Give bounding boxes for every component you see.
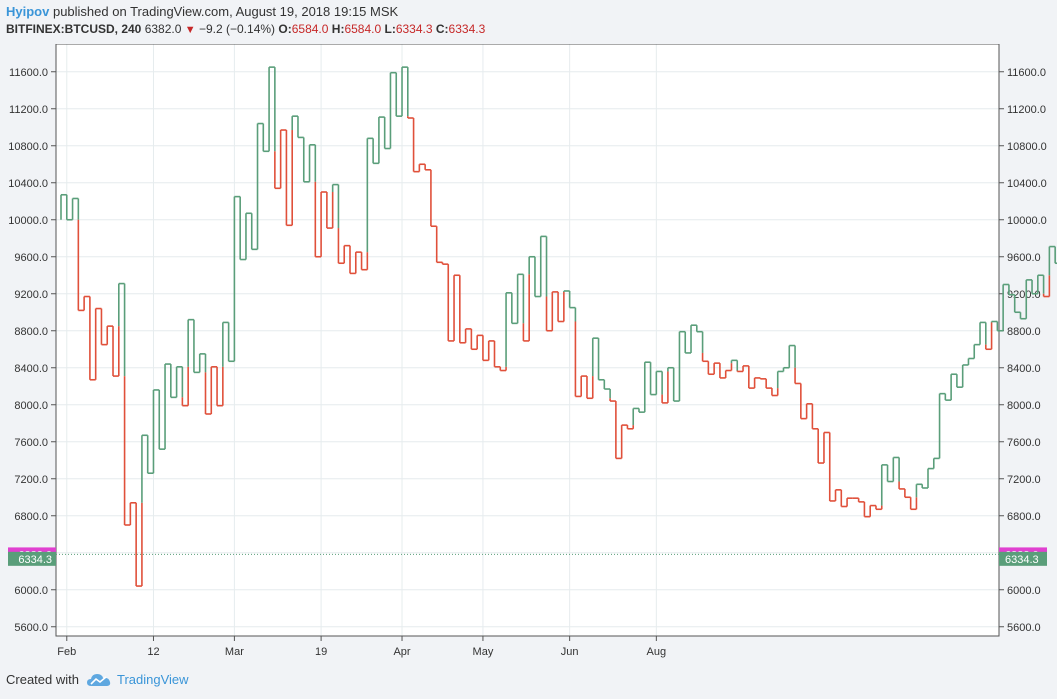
open-label: O: xyxy=(278,22,292,36)
last-price: 6382.0 xyxy=(144,22,182,36)
close-price-badge-left xyxy=(8,551,56,566)
x-tick-label: 19 xyxy=(315,646,327,658)
down-arrow-icon: ▼ xyxy=(184,24,196,36)
close-price-badge-label-right: 6334.3 xyxy=(1005,554,1039,566)
x-tick-label: Apr xyxy=(393,646,410,658)
y-tick-label-right: 10400.0 xyxy=(1007,178,1047,190)
y-tick-label-right: 9600.0 xyxy=(1007,252,1041,264)
close-price-badge-label-left: 6334.3 xyxy=(18,554,52,566)
publish-info: Hyipov published on TradingView.com, Aug… xyxy=(6,4,398,19)
y-tick-label-left: 10400.0 xyxy=(8,178,48,190)
kagi-chart[interactable]: 5600.05600.06000.06000.06400.06400.06800… xyxy=(0,44,1057,664)
y-tick-label-right: 8000.0 xyxy=(1007,400,1041,412)
published-text: published on TradingView.com, August 19,… xyxy=(52,4,399,19)
close-price-badge-right xyxy=(999,551,1047,566)
ohlc-legend: BITFINEX:BTCUSD, 240 6382.0 ▼ −9.2 (−0.1… xyxy=(6,22,485,36)
y-tick-label-right: 5600.0 xyxy=(1007,622,1041,634)
high-value: 6584.0 xyxy=(344,22,382,36)
y-tick-label-left: 8000.0 xyxy=(14,400,48,412)
price-change: −9.2 (−0.14%) xyxy=(198,22,276,36)
tradingview-brand-link[interactable]: TradingView xyxy=(116,672,189,687)
y-tick-label-left: 10800.0 xyxy=(8,141,48,153)
x-tick-label: Jun xyxy=(561,646,579,658)
y-tick-label-left: 6800.0 xyxy=(14,511,48,523)
y-tick-label-left: 9200.0 xyxy=(14,289,48,301)
y-tick-label-right: 11200.0 xyxy=(1007,104,1046,116)
y-tick-label-right: 8800.0 xyxy=(1007,326,1041,338)
high-label: H: xyxy=(331,22,345,36)
created-with-text: Created with xyxy=(6,672,79,687)
symbol-label[interactable]: BITFINEX:BTCUSD, 240 xyxy=(6,22,142,36)
footer: Created with TradingView xyxy=(6,672,189,687)
x-tick-label: 12 xyxy=(147,646,159,658)
y-tick-label-right: 7200.0 xyxy=(1007,474,1041,486)
y-tick-label-left: 7200.0 xyxy=(14,474,48,486)
y-tick-label-right: 11600.0 xyxy=(1007,67,1046,79)
low-value: 6334.3 xyxy=(395,22,433,36)
y-tick-label-left: 9600.0 xyxy=(14,252,48,264)
tradingview-cloud-icon xyxy=(86,673,111,686)
y-tick-label-right: 6800.0 xyxy=(1007,511,1041,523)
author-link[interactable]: Hyipov xyxy=(6,4,50,19)
y-tick-label-right: 10800.0 xyxy=(1007,141,1047,153)
x-tick-label: Mar xyxy=(225,646,244,658)
x-tick-label: Feb xyxy=(57,646,76,658)
y-tick-label-left: 7600.0 xyxy=(14,437,48,449)
y-tick-label-left: 10000.0 xyxy=(8,215,48,227)
x-tick-label: Aug xyxy=(647,646,667,658)
y-tick-label-left: 5600.0 xyxy=(14,622,48,634)
chart-header: Hyipov published on TradingView.com, Aug… xyxy=(0,0,1057,44)
y-tick-label-left: 8800.0 xyxy=(14,326,48,338)
plot-area[interactable] xyxy=(56,44,999,636)
y-tick-label-right: 10000.0 xyxy=(1007,215,1047,227)
y-tick-label-right: 6000.0 xyxy=(1007,585,1041,597)
y-tick-label-left: 8400.0 xyxy=(14,363,48,375)
y-tick-label-left: 6000.0 xyxy=(14,585,48,597)
close-value: 6334.3 xyxy=(448,22,486,36)
close-label: C: xyxy=(435,22,449,36)
y-tick-label-left: 11600.0 xyxy=(9,67,48,79)
y-tick-label-right: 8400.0 xyxy=(1007,363,1041,375)
y-tick-label-right: 7600.0 xyxy=(1007,437,1041,449)
y-tick-label-left: 11200.0 xyxy=(9,104,48,116)
plot-border xyxy=(55,44,1000,637)
low-label: L: xyxy=(384,22,396,36)
x-tick-label: May xyxy=(473,646,494,658)
open-value: 6584.0 xyxy=(291,22,329,36)
